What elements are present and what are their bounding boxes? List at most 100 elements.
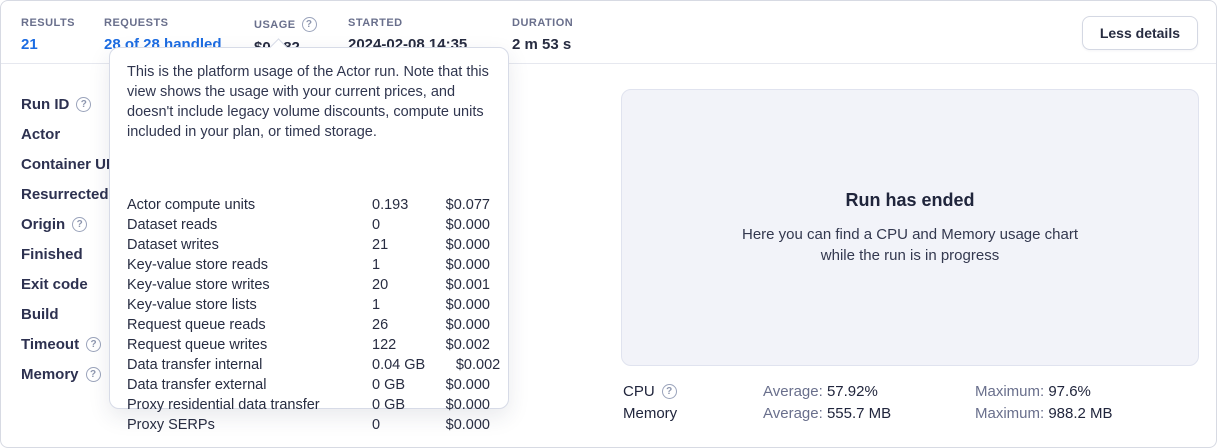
stat-duration: DURATION 2 m 53 s — [512, 17, 573, 53]
usage-row: Proxy residential data transfer 0 GB $0.… — [110, 395, 508, 415]
memory-average-label: Average: — [763, 404, 823, 422]
usage-quantity: 0.193 — [372, 197, 409, 213]
cpu-metric-name: CPU ? — [623, 383, 763, 400]
header-divider — [1, 63, 1216, 64]
usage-item: Key-value store writes — [127, 277, 270, 293]
field-run-id: Run ID ? — [21, 95, 92, 113]
usage-item: Dataset writes — [127, 237, 219, 253]
memory-average-value: 555.7 MB — [826, 404, 892, 422]
field-resurrected: Resurrected — [21, 185, 109, 203]
memory-maximum: Maximum: 988.2 MB — [975, 405, 1113, 422]
usage-cost: $0.000 — [445, 237, 490, 253]
field-actor-label: Actor — [21, 125, 61, 143]
stat-usage-label: USAGE ? — [254, 17, 317, 32]
memory-maximum-label: Maximum: — [975, 404, 1045, 422]
usage-cost: $0.000 — [445, 417, 490, 433]
memory-help-icon[interactable]: ? — [85, 366, 101, 382]
usage-quantity: 0 GB — [372, 397, 406, 413]
cpu-label: CPU — [623, 382, 655, 400]
usage-cost: $0.002 — [455, 357, 501, 373]
resource-metrics: CPU ? Average: 57.92% Maximum: 97.6% Mem… — [623, 380, 1113, 424]
usage-cost: $0.000 — [445, 297, 490, 313]
usage-cost: $0.000 — [445, 257, 490, 273]
stat-results-value[interactable]: 21 — [21, 36, 38, 53]
usage-row: Request queue writes 122 $0.002 — [110, 335, 508, 355]
usage-row: Data transfer external 0 GB $0.000 — [110, 375, 508, 395]
usage-quantity: 122 — [372, 337, 397, 353]
run-id-help-icon[interactable]: ? — [76, 96, 92, 112]
field-finished: Finished — [21, 245, 83, 263]
timeout-help-icon[interactable]: ? — [86, 336, 102, 352]
usage-row: Key-value store reads 1 $0.000 — [110, 255, 508, 275]
usage-cost: $0.000 — [445, 217, 490, 233]
cpu-help-icon[interactable]: ? — [661, 383, 677, 399]
usage-quantity: 1 — [372, 257, 381, 273]
usage-row: Key-value store lists 1 $0.000 — [110, 295, 508, 315]
field-timeout: Timeout ? — [21, 335, 102, 353]
usage-tooltip-description: This is the platform usage of the Actor … — [127, 64, 489, 140]
run-ended-subtitle-line1: Here you can find a CPU and Memory usage… — [742, 225, 1078, 243]
usage-cost: $0.000 — [445, 377, 490, 393]
field-exit-code-label: Exit code — [21, 275, 88, 293]
usage-quantity: 0 — [372, 417, 381, 433]
field-origin-label: Origin — [21, 215, 66, 233]
usage-item: Data transfer external — [127, 377, 267, 393]
usage-table: Actor compute units 0.193 $0.077 Dataset… — [110, 195, 508, 435]
stat-results-label: RESULTS — [21, 17, 76, 29]
memory-average: Average: 555.7 MB — [763, 405, 975, 422]
usage-item: Request queue writes — [127, 337, 268, 353]
usage-quantity: 0 GB — [372, 377, 406, 393]
usage-row: Dataset reads 0 $0.000 — [110, 215, 508, 235]
field-memory: Memory ? — [21, 365, 101, 383]
usage-cost: $0.077 — [445, 197, 490, 213]
usage-quantity: 20 — [372, 277, 389, 293]
memory-metric-row: Memory Average: 555.7 MB Maximum: 988.2 … — [623, 402, 1113, 424]
usage-row: Key-value store writes 20 $0.001 — [110, 275, 508, 295]
usage-quantity: 1 — [372, 297, 381, 313]
less-details-button[interactable]: Less details — [1081, 16, 1198, 50]
field-run-id-label: Run ID — [21, 95, 70, 113]
stat-duration-label: DURATION — [512, 17, 574, 29]
cpu-maximum-value: 97.6% — [1048, 382, 1091, 400]
run-ended-panel: Run has ended Here you can find a CPU an… — [621, 89, 1199, 366]
usage-quantity: 21 — [372, 237, 389, 253]
stat-duration-value: 2 m 53 s — [512, 36, 572, 53]
usage-cost: $0.002 — [445, 337, 490, 353]
field-exit-code: Exit code — [21, 275, 88, 293]
field-finished-label: Finished — [21, 245, 83, 263]
field-container-url: Container URL — [21, 155, 126, 173]
usage-item: Key-value store reads — [127, 257, 269, 273]
field-timeout-label: Timeout — [21, 335, 80, 353]
run-ended-subtitle-line2: while the run is in progress — [820, 246, 1000, 264]
run-ended-subtitle: Here you can find a CPU and Memory usage… — [742, 224, 1078, 266]
cpu-maximum-label: Maximum: — [975, 382, 1045, 400]
usage-row: Proxy SERPs 0 $0.000 — [110, 415, 508, 435]
usage-cost: $0.000 — [445, 317, 490, 333]
usage-quantity: 26 — [372, 317, 389, 333]
usage-row: Request queue reads 26 $0.000 — [110, 315, 508, 335]
cpu-metric-row: CPU ? Average: 57.92% Maximum: 97.6% — [623, 380, 1113, 402]
cpu-average-value: 57.92% — [826, 382, 878, 400]
field-resurrected-label: Resurrected — [21, 185, 109, 203]
cpu-average: Average: 57.92% — [763, 383, 975, 400]
field-container-url-label: Container URL — [21, 155, 126, 173]
usage-item: Proxy SERPs — [127, 417, 215, 433]
usage-item: Dataset reads — [127, 217, 218, 233]
field-actor: Actor — [21, 125, 60, 143]
usage-item: Key-value store lists — [127, 297, 257, 313]
usage-row: Data transfer internal 0.04 GB $0.002 — [110, 355, 508, 375]
usage-item: Proxy residential data transfer — [127, 397, 320, 413]
usage-item: Actor compute units — [127, 197, 256, 213]
stat-started-label: STARTED — [348, 17, 403, 29]
usage-quantity: 0 — [372, 217, 381, 233]
run-ended-title: Run has ended — [845, 189, 975, 210]
field-build: Build — [21, 305, 59, 323]
field-memory-label: Memory — [21, 365, 79, 383]
origin-help-icon[interactable]: ? — [72, 216, 88, 232]
usage-row: Actor compute units 0.193 $0.077 — [110, 195, 508, 215]
stat-usage-label-text: USAGE — [254, 18, 296, 31]
memory-maximum-value: 988.2 MB — [1048, 404, 1113, 422]
memory-label: Memory — [623, 404, 678, 422]
usage-help-icon[interactable]: ? — [301, 17, 317, 32]
